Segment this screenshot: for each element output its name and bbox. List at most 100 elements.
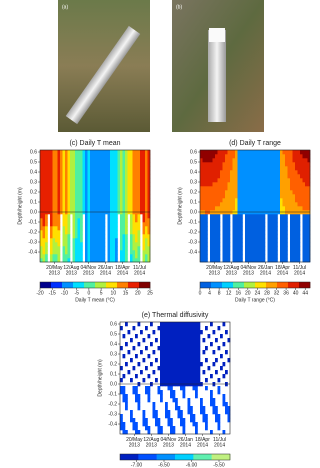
heatmap-cell (292, 258, 296, 263)
heatmap-cell (270, 158, 273, 163)
heatmap-cell (212, 350, 216, 355)
heatmap-cell (75, 238, 78, 243)
heatmap-cell (292, 198, 296, 203)
heatmap-cell (137, 158, 141, 163)
heatmap-cell (210, 206, 213, 211)
heatmap-cell (302, 234, 306, 239)
x-tick-label: 11/Jul 2014 (133, 265, 146, 277)
heatmap-cell (195, 386, 198, 391)
heatmap-cell (257, 158, 261, 163)
heatmap-cell (277, 186, 281, 191)
heatmap-cell (250, 222, 253, 227)
heatmap-cell (100, 230, 103, 235)
heatmap-cell (90, 186, 93, 191)
heatmap-cell (55, 258, 58, 263)
heatmap-cell (265, 154, 268, 159)
heatmap-cell (247, 258, 251, 263)
heatmap-cell (202, 242, 206, 247)
heatmap-cell (50, 222, 53, 227)
heatmap-cell (62, 170, 66, 175)
heatmap-cell (227, 178, 231, 183)
heatmap-cell (42, 242, 46, 247)
heatmap-cell (122, 186, 126, 191)
heatmap-cell (100, 222, 103, 227)
heatmap-cell (237, 238, 241, 243)
heatmap-cell (90, 182, 93, 187)
heatmap-cell (277, 194, 281, 199)
heatmap-cell (307, 162, 311, 167)
heatmap-cell (260, 178, 263, 183)
x-tick-label: 26/Jan 2014 (178, 437, 193, 449)
heatmap-cell (162, 326, 166, 331)
heatmap-cell (265, 198, 268, 203)
heatmap-cell (215, 338, 218, 343)
heatmap-cell (275, 166, 278, 171)
heatmap-cell (235, 182, 238, 187)
heatmap-cell (180, 338, 183, 343)
heatmap-cell (92, 154, 96, 159)
heatmap-cell (142, 410, 146, 415)
heatmap-cell (130, 254, 133, 259)
heatmap-cell (255, 190, 258, 195)
heatmap-cell (65, 190, 68, 195)
heatmap-cell (137, 222, 141, 227)
heatmap-cell (245, 174, 248, 179)
heatmap-cell (182, 418, 186, 423)
heatmap-cell (90, 158, 93, 163)
heatmap-cell (142, 154, 146, 159)
heatmap-cell (270, 222, 273, 227)
heatmap-cell (115, 190, 118, 195)
heatmap-cell (170, 358, 173, 363)
heatmap-cell (52, 214, 56, 219)
y-tick-label: -0.2 (108, 401, 117, 407)
heatmap-cell (55, 238, 58, 243)
heatmap-cell (292, 166, 296, 171)
heatmap-cell (82, 166, 86, 171)
heatmap-cell (122, 166, 126, 171)
heatmap-cell (305, 174, 308, 179)
heatmap-cell (210, 238, 213, 243)
colorbar-swatch (40, 282, 52, 288)
heatmap-cell (77, 214, 81, 219)
heatmap-cell (295, 222, 298, 227)
heatmap-cell (145, 230, 148, 235)
colorbar-swatch (255, 282, 267, 288)
heatmap-cell (65, 246, 68, 251)
heatmap-cell (305, 222, 308, 227)
heatmap-cell (57, 230, 61, 235)
heatmap-cell (262, 158, 266, 163)
heatmap-cell (217, 150, 221, 155)
heatmap-cell (52, 198, 56, 203)
heatmap-cell (145, 222, 148, 227)
heatmap-cell (242, 170, 246, 175)
colorbar-tick-label: -6.00 (186, 462, 198, 468)
heatmap-cell (57, 254, 61, 259)
heatmap-cell (142, 174, 146, 179)
heatmap-cell (252, 250, 256, 255)
heatmap-cell (142, 254, 146, 259)
heatmap-cell (135, 182, 138, 187)
heatmap-cell (130, 230, 133, 235)
heatmap-cell (217, 326, 221, 331)
heatmap-cell (262, 194, 266, 199)
heatmap-cell (235, 202, 238, 207)
heatmap-cell (217, 422, 221, 427)
heatmap-cell (52, 222, 56, 227)
heatmap-cell (47, 206, 51, 211)
heatmap-cell (115, 246, 118, 251)
heatmap-cell (287, 186, 291, 191)
heatmap-cell (120, 178, 123, 183)
heatmap-cell (200, 214, 203, 219)
heatmap-cell (162, 358, 166, 363)
heatmap-cell (212, 402, 216, 407)
heatmap-cell (255, 198, 258, 203)
heatmap-cell (127, 166, 131, 171)
heatmap-cell (142, 422, 146, 427)
heatmap-cell (270, 258, 273, 263)
heatmap-cell (212, 166, 216, 171)
heatmap-cell (255, 238, 258, 243)
colorbar-tick-label: 44 (302, 290, 308, 296)
heatmap-cell (240, 186, 243, 191)
heatmap-cell (137, 402, 141, 407)
heatmap-cell (290, 250, 293, 255)
